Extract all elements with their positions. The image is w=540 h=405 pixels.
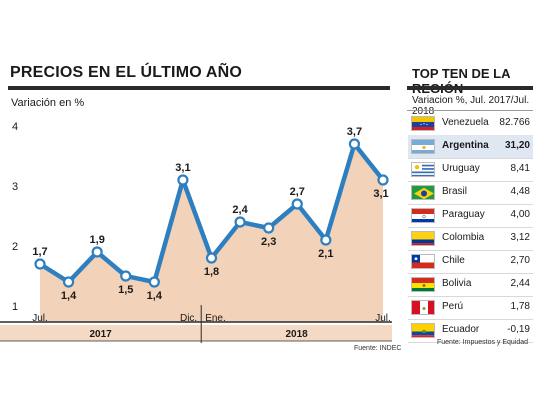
country-name: Perú [442,301,464,312]
country-value: 8,41 [510,163,530,174]
y-tick-label: 3 [12,181,18,193]
country-value: 1,78 [510,301,530,312]
data-point [91,246,103,258]
x-tick-label: Jul. [32,313,48,324]
country-value: 2,70 [510,255,530,266]
country-name: Chile [442,255,465,266]
data-point [320,234,332,246]
bolivia-flag-icon [411,277,435,292]
data-label: 1,8 [204,266,219,278]
ranking-row-chile: Chile 2,70 [408,250,533,274]
data-point [120,270,132,282]
ranking-row-venezuela: Venezuela 82.766 [408,112,533,136]
data-label: 1,9 [90,234,105,246]
country-name: Brasil [442,186,468,197]
chile-flag-icon [411,254,435,269]
data-label: 1,7 [32,246,47,258]
data-label: 3,1 [373,188,388,200]
country-value: 31,20 [504,140,530,151]
data-label: 1,5 [118,284,133,296]
country-value: 4,00 [510,209,530,220]
ranking-row-perú: Perú 1,78 [408,296,533,320]
data-label: 1,4 [147,290,163,302]
data-point [205,252,218,264]
data-point [263,222,275,234]
ranking-title-rule [407,86,533,90]
data-label: 3,1 [175,162,190,174]
data-point [148,276,160,288]
country-name: Colombia [442,232,485,243]
country-name: Venezuela [442,117,489,128]
data-label: 1,4 [61,290,77,302]
data-point [291,198,303,210]
data-point [62,276,75,288]
paraguay-flag-icon [411,208,435,223]
ranking-row-colombia: Colombia 3,12 [408,227,533,251]
ecuador-flag-icon [411,323,435,338]
x-tick-label: Dic. [180,313,197,324]
ranking-subtitle-rule [407,110,533,111]
area-fill [40,144,383,322]
data-point [348,138,361,150]
y-tick-label: 1 [12,301,18,313]
y-axis-label: Variación en % [11,97,84,109]
data-label: 2,3 [261,236,276,248]
y-tick-label: 2 [12,241,18,253]
data-point [34,258,46,270]
ranking-row-uruguay: Uruguay 8,41 [408,158,533,182]
country-name: Ecuador [442,324,480,335]
data-label: 2,7 [290,186,305,198]
data-point [234,216,246,228]
ranking-row-paraguay: Paraguay 4,00 [408,204,533,228]
peru-flag-icon [411,300,435,315]
country-name: Bolivia [442,278,472,289]
country-value: 2,44 [510,278,530,289]
ranking-row-ecuador: Ecuador -0,19 [408,319,533,343]
country-name: Paraguay [442,209,485,220]
country-value: -0,19 [507,324,530,335]
x-tick-label: Jul. [375,313,391,324]
ranking-source: Fuente: Impuestos y Equidad [437,339,529,346]
data-point [177,174,189,186]
year-band [0,325,392,341]
uruguay-flag-icon [411,162,435,177]
chart-source: Fuente: INDEC [354,345,401,352]
data-point [377,174,389,186]
x-tick-label: Ene. [205,313,226,324]
country-name: Argentina [442,140,489,151]
country-name: Uruguay [442,163,480,174]
country-value: 4,48 [510,186,530,197]
country-value: 3,12 [510,232,530,243]
brazil-flag-icon [411,185,435,200]
ranking-row-brasil: Brasil 4,48 [408,181,533,205]
data-label: 3,7 [347,126,362,138]
year-label: 2018 [285,329,308,340]
chart-title: PRECIOS EN EL ÚLTIMO AÑO [10,64,243,81]
data-label: 2,4 [232,204,248,216]
venezuela-flag-icon [411,116,435,131]
data-label: 2,1 [318,248,333,260]
country-value: 82.766 [499,117,530,128]
ranking-row-argentina: Argentina 31,20 [408,135,533,159]
colombia-flag-icon [411,231,435,246]
argentina-flag-icon [411,139,435,154]
title-rule [8,86,390,90]
ranking-subtitle: Variacion %, Jul. 2017/Jul. 2018 [412,95,530,117]
year-label: 2017 [89,329,112,340]
ranking-row-bolivia: Bolivia 2,44 [408,273,533,297]
y-tick-label: 4 [12,121,18,133]
